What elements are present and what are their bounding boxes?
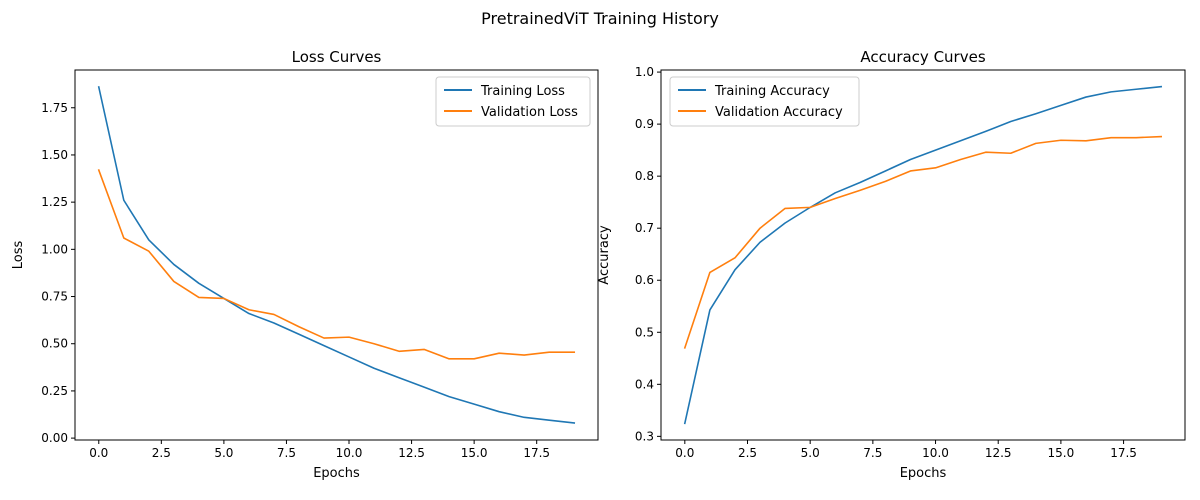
x-tick-label: 7.5 (863, 446, 882, 460)
x-tick-label: 5.0 (801, 446, 820, 460)
x-tick-label: 10.0 (336, 446, 363, 460)
x-tick-label: 15.0 (461, 446, 488, 460)
y-tick-label: 0.3 (635, 429, 654, 443)
x-tick-label: 12.5 (398, 446, 425, 460)
legend-label: Training Loss (480, 84, 565, 99)
y-tick-label: 0.7 (635, 221, 654, 235)
x-tick-label: 15.0 (1048, 446, 1075, 460)
y-tick-label: 1.25 (41, 195, 68, 209)
legend-label: Validation Loss (481, 105, 578, 120)
y-tick-label: 0.6 (635, 273, 654, 287)
y-tick-label: 1.75 (41, 101, 68, 115)
y-tick-label: 1.50 (41, 148, 68, 162)
legend-frame (669, 76, 860, 127)
legend-label: Validation Accuracy (715, 105, 843, 120)
series-line-validation-accuracy (683, 135, 1163, 349)
legend-label: Training Accuracy (714, 84, 830, 99)
plot-frame (660, 69, 1186, 441)
loss-panel: 0.0 2.5 5.0 7.5 10.0 12.5 15.0 17.5 0.00 0.25 0.50… (11, 48, 599, 481)
y-axis-label: Loss (11, 241, 26, 270)
accuracy-panel: 0.0 2.5 5.0 7.5 10.0 12.5 15.0 17.5 0.3 0.4 0.5 0.6… (597, 48, 1186, 481)
y-tick-label: 0.5 (635, 325, 654, 339)
y-tick-label: 0.50 (41, 337, 68, 351)
x-tick-label: 0.0 (89, 446, 108, 460)
x-axis-label: Epochs (900, 466, 947, 481)
x-tick-label: 12.5 (985, 446, 1012, 460)
x-axis-label: Epochs (313, 466, 360, 481)
x-tick-label: 5.0 (214, 446, 233, 460)
series-line-training-loss (97, 86, 576, 424)
y-axis-label: Accuracy (597, 225, 612, 285)
plot-frame (74, 69, 599, 441)
x-tick-label: 17.5 (1110, 446, 1137, 460)
y-tick-label: 1.00 (41, 242, 68, 256)
x-tick-label: 2.5 (738, 446, 757, 460)
y-tick-label: 0.75 (41, 290, 68, 304)
x-tick-label: 2.5 (152, 446, 171, 460)
chart-title: Loss Curves (292, 48, 382, 66)
y-tick-label: 0.4 (635, 377, 654, 391)
chart-title: Accuracy Curves (860, 48, 986, 66)
series-line-validation-loss (97, 169, 576, 360)
y-tick-label: 0.25 (41, 384, 68, 398)
series-line-training-accuracy (683, 85, 1163, 425)
y-tick-label: 1.0 (635, 65, 654, 79)
x-tick-label: 7.5 (277, 446, 296, 460)
y-tick-label: 0.00 (41, 431, 68, 445)
y-tick-label: 0.8 (635, 169, 654, 183)
x-tick-label: 0.0 (675, 446, 694, 460)
legend-frame (435, 76, 591, 127)
x-tick-label: 10.0 (922, 446, 949, 460)
x-tick-label: 17.5 (523, 446, 550, 460)
y-tick-label: 0.9 (635, 117, 654, 131)
figure-suptitle: PretrainedViT Training History (481, 9, 719, 28)
